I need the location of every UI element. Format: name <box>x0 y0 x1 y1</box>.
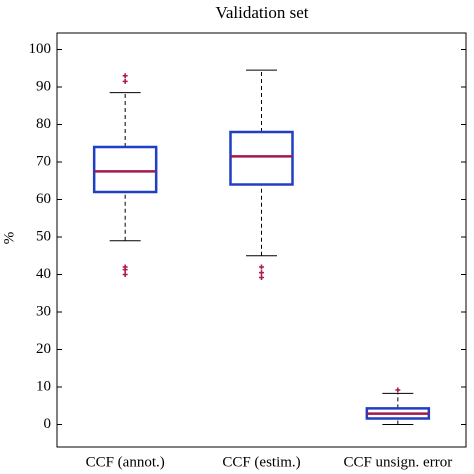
y-tick-label: 80 <box>36 116 51 132</box>
y-tick-label: 0 <box>44 416 52 432</box>
outlier <box>395 387 401 393</box>
y-tick-label: 40 <box>36 266 51 282</box>
y-tick-label: 50 <box>36 228 51 244</box>
outlier <box>259 270 264 276</box>
outlier <box>122 78 128 84</box>
y-tick-label: 90 <box>36 78 51 94</box>
outlier <box>259 275 264 280</box>
y-axis-label: % <box>1 232 17 245</box>
y-tick-label: 10 <box>36 378 51 394</box>
y-tick-label: 20 <box>36 341 51 357</box>
x-tick-label: CCF (annot.) <box>86 454 165 470</box>
y-tick-label: 30 <box>36 303 51 319</box>
outlier <box>122 73 128 79</box>
box <box>229 130 294 186</box>
outlier <box>122 267 128 273</box>
x-tick-label: CCF unsign. error <box>343 454 452 470</box>
y-tick-label: 60 <box>36 191 51 207</box>
chart-title: Validation set <box>215 3 308 22</box>
y-tick-label: 70 <box>36 153 51 169</box>
box <box>92 145 158 194</box>
x-tick-label: CCF (estim.) <box>222 454 300 470</box>
y-tick-label: 100 <box>29 41 52 57</box>
outlier <box>122 272 128 277</box>
outlier <box>259 264 264 270</box>
plot-frame <box>56 32 467 448</box>
